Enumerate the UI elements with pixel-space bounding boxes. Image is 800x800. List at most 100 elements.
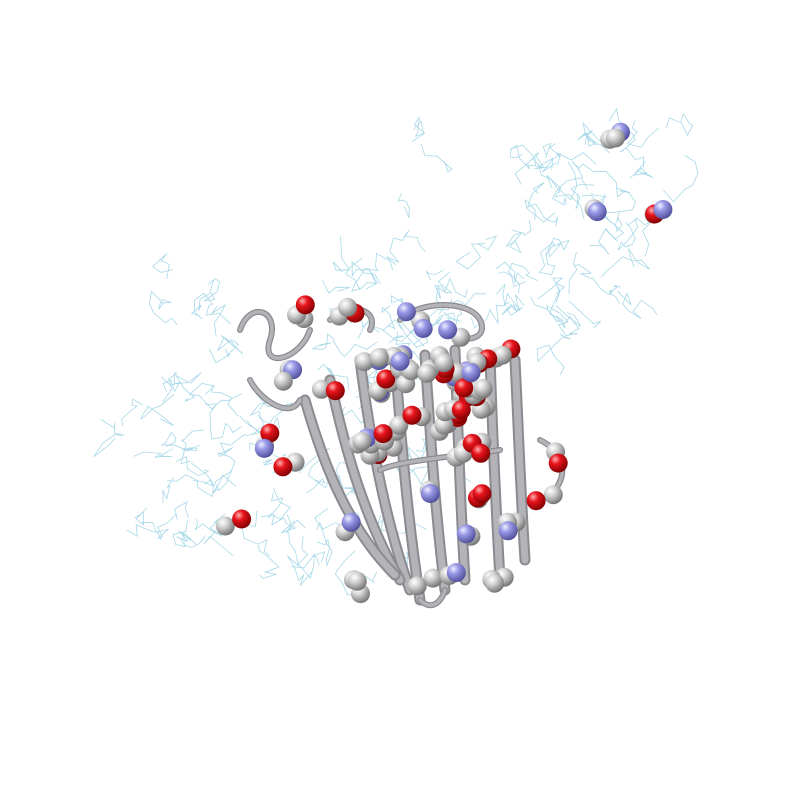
side-chain-bond (626, 120, 659, 148)
nitrogen-atom (456, 524, 476, 544)
side-chain-bond (332, 236, 351, 273)
carbon-atom (338, 297, 358, 317)
side-chain-bond (501, 303, 523, 317)
nitrogen-atom (587, 202, 607, 222)
side-chain-bond (174, 500, 189, 520)
side-chain-bond (133, 448, 174, 458)
side-chain-bond (455, 235, 498, 270)
beta-strand (326, 376, 404, 584)
carbon-atom (543, 485, 563, 505)
oxygen-atom (295, 295, 315, 315)
side-chain-bond (536, 333, 571, 376)
side-chain-bond (397, 193, 410, 218)
side-chain-bond (152, 253, 174, 279)
side-chain-bond (286, 531, 313, 586)
nitrogen-atom (653, 200, 673, 219)
side-chain-bond (205, 403, 242, 440)
side-chain-bond (425, 269, 444, 281)
side-chain-bond (614, 211, 623, 233)
side-chain-bond (311, 333, 336, 350)
side-chain-bond (162, 477, 174, 503)
cartoon-backbone (237, 302, 566, 609)
side-chain-bond (140, 393, 175, 426)
carbon-atom (605, 128, 625, 148)
side-chain-bond (314, 508, 333, 567)
nitrogen-atom (341, 512, 361, 532)
side-chain-bond (182, 531, 206, 548)
carbon-atom (354, 352, 374, 372)
side-chain-bond (608, 108, 645, 168)
side-chain-bond (161, 372, 202, 403)
side-chain-bond (214, 469, 233, 492)
side-chain-bond (542, 142, 552, 159)
side-chain-bond (509, 144, 536, 166)
side-chain-bond (141, 513, 178, 539)
side-chain-bond (93, 419, 124, 458)
carbon-atom (369, 348, 389, 367)
oxygen-atom (454, 378, 474, 398)
oxygen-atom (548, 453, 568, 473)
side-chain-bond (241, 510, 270, 557)
side-chain-bond (555, 305, 581, 327)
side-chain-bond (420, 143, 453, 173)
carbon-atom (273, 371, 293, 391)
side-chain-bond (317, 363, 349, 390)
side-chain-bond (546, 175, 585, 219)
oxygen-atom (402, 405, 422, 425)
nitrogen-atom (461, 363, 481, 383)
side-chain-bond (322, 280, 351, 294)
side-chain-bond (209, 348, 231, 364)
carbon-atom (215, 516, 235, 536)
nitrogen-atom (446, 563, 466, 583)
side-chain-bond (549, 143, 597, 165)
side-chain-bond (267, 488, 292, 520)
side-chain-bond (166, 462, 214, 498)
ligand-spheres (215, 122, 673, 604)
side-chain-bond (217, 447, 236, 473)
nitrogen-atom (254, 438, 274, 458)
side-chain-bond (662, 155, 699, 203)
oxygen-atom (260, 423, 280, 443)
beta-strand (356, 356, 414, 594)
side-chain-bond (629, 161, 654, 179)
side-chain-bond (434, 277, 468, 299)
side-chain-bond (175, 374, 196, 402)
side-chain-bond (452, 293, 487, 306)
nitrogen-atom (498, 521, 518, 541)
side-chain-bond (590, 193, 608, 205)
oxygen-atom (232, 509, 252, 529)
side-chain-bond (498, 271, 526, 288)
side-chain-bond (571, 160, 624, 198)
nitrogen-atom (438, 320, 458, 340)
side-chain-bond (589, 216, 625, 255)
side-chain-bond (126, 523, 162, 541)
carbon-atom (311, 379, 331, 399)
carbon-atom (423, 568, 443, 588)
carbon-atom (389, 415, 409, 435)
side-chain-bond (332, 339, 378, 357)
side-chain-bond (609, 284, 621, 293)
side-chain-bond (386, 229, 426, 266)
oxygen-atom (526, 491, 546, 511)
carbon-atom (407, 576, 427, 596)
nitrogen-atom (413, 319, 433, 338)
side-chain-bond (591, 277, 621, 304)
side-chain-bond (160, 431, 200, 452)
carbon-atom (473, 379, 493, 398)
nitrogen-atom (420, 484, 440, 503)
side-chain-bond (219, 415, 261, 457)
loop (418, 588, 447, 607)
side-chain-bond (505, 219, 532, 254)
side-chain-bond (191, 293, 210, 317)
side-chain-bond (148, 290, 178, 326)
oxygen-atom (451, 400, 471, 420)
side-chain-bond (212, 474, 237, 494)
loop (238, 310, 312, 360)
side-chain-bond (411, 116, 426, 143)
beta-strand (421, 351, 449, 594)
side-chain-bond (134, 507, 147, 526)
side-chain-bond (311, 551, 326, 566)
side-chain-bond (351, 269, 378, 292)
